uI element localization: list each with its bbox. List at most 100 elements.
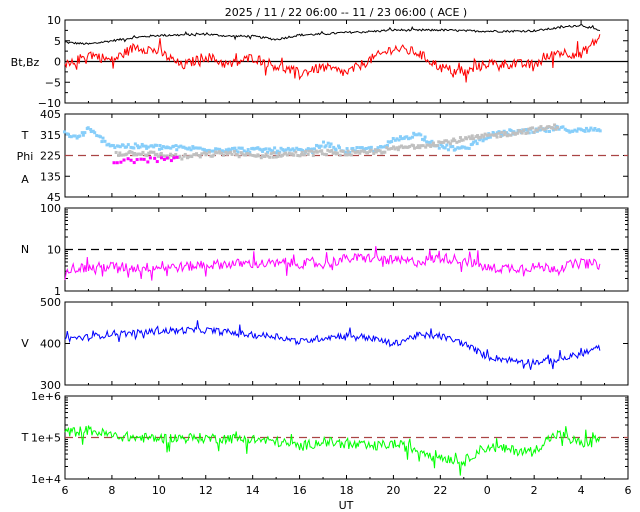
scatter-point — [539, 128, 543, 132]
scatter-point — [121, 143, 125, 147]
scatter-point — [140, 152, 144, 156]
scatter-point — [563, 127, 567, 131]
scatter-point — [383, 150, 387, 154]
scatter-point — [296, 147, 300, 151]
scatter-point — [545, 125, 549, 129]
scatter-point — [397, 138, 401, 142]
scatter-point — [372, 152, 376, 156]
scatter-point — [380, 151, 384, 155]
scatter-point — [328, 149, 332, 153]
scatter-point — [157, 147, 161, 151]
scatter-point — [232, 149, 236, 153]
scatter-point — [488, 133, 492, 137]
scatter-point — [390, 140, 394, 144]
scatter-point — [484, 137, 488, 141]
scatter-point — [195, 152, 199, 156]
scatter-point — [141, 144, 145, 148]
x-tick-label: 0 — [484, 484, 491, 497]
scatter-point — [422, 138, 426, 142]
scatter-point — [520, 131, 524, 135]
scatter-point — [303, 153, 307, 157]
scatter-point — [519, 130, 523, 134]
scatter-point — [264, 147, 268, 151]
y-tick-label: 135 — [40, 170, 61, 183]
scatter-point — [80, 131, 84, 135]
scatter-point — [240, 152, 244, 156]
scatter-point — [407, 137, 411, 141]
x-axis-label: UT — [339, 499, 354, 512]
scatter-point — [272, 151, 276, 155]
chart-title: 2025 / 11 / 22 06:00 -- 11 / 23 06:00 ( … — [225, 6, 467, 19]
scatter-point — [262, 147, 266, 151]
scatter-point — [284, 148, 288, 152]
scatter-point — [274, 155, 278, 159]
scatter-point — [457, 139, 461, 143]
scatter-point — [89, 130, 93, 134]
scatter-point — [274, 151, 278, 155]
scatter-point — [423, 135, 427, 139]
scatter-point — [465, 146, 469, 150]
scatter-point — [269, 148, 273, 152]
scatter-point — [112, 161, 116, 165]
scatter-point — [256, 146, 260, 150]
scatter-point — [460, 145, 464, 149]
scatter-point — [81, 133, 85, 137]
scatter-point — [517, 128, 521, 132]
scatter-point — [304, 149, 308, 153]
scatter-point — [153, 153, 157, 157]
scatter-point — [118, 151, 122, 155]
scatter-point — [221, 153, 225, 157]
scatter-point — [156, 154, 160, 158]
scatter-point — [252, 147, 256, 151]
scatter-point — [244, 153, 248, 157]
scatter-point — [235, 153, 239, 157]
scatter-point — [326, 148, 330, 152]
scatter-point — [95, 134, 99, 138]
x-tick-label: 4 — [578, 484, 585, 497]
scatter-point — [138, 145, 142, 149]
scatter-point — [388, 140, 392, 144]
scatter-point — [183, 152, 187, 156]
scatter-point — [190, 155, 194, 159]
scatter-point — [420, 137, 424, 141]
scatter-point — [509, 129, 513, 133]
scatter-point — [477, 136, 481, 140]
scatter-point — [351, 146, 355, 150]
y-axis-label: A — [21, 173, 29, 186]
scatter-point — [455, 140, 459, 144]
scatter-point — [159, 156, 163, 160]
scatter-point — [437, 146, 441, 150]
scatter-point — [337, 144, 341, 148]
scatter-point — [497, 130, 501, 134]
scatter-point — [395, 137, 399, 141]
scatter-point — [547, 125, 551, 129]
scatter-point — [396, 148, 400, 152]
scatter-point — [413, 146, 417, 150]
x-tick-label: 6 — [62, 484, 69, 497]
scatter-point — [126, 143, 130, 147]
scatter-point — [488, 135, 492, 139]
scatter-point — [443, 146, 447, 150]
scatter-point — [490, 133, 494, 137]
scatter-point — [236, 150, 240, 154]
scatter-point — [68, 134, 72, 138]
scatter-point — [167, 146, 171, 150]
scatter-point — [440, 140, 444, 144]
scatter-point — [470, 134, 474, 138]
scatter-point — [378, 149, 382, 153]
scatter-point — [315, 150, 319, 154]
scatter-point — [103, 139, 107, 143]
scatter-point — [129, 158, 133, 162]
scatter-point — [285, 153, 289, 157]
scatter-point — [135, 158, 139, 162]
scatter-point — [328, 145, 332, 149]
scatter-point — [355, 146, 359, 150]
scatter-point — [324, 152, 328, 156]
scatter-point — [366, 151, 370, 155]
scatter-point — [174, 144, 178, 148]
scatter-point — [495, 131, 499, 135]
scatter-point — [63, 130, 67, 134]
scatter-point — [311, 154, 315, 158]
y-tick-label: 1e+4 — [31, 473, 61, 486]
scatter-point — [260, 154, 264, 158]
